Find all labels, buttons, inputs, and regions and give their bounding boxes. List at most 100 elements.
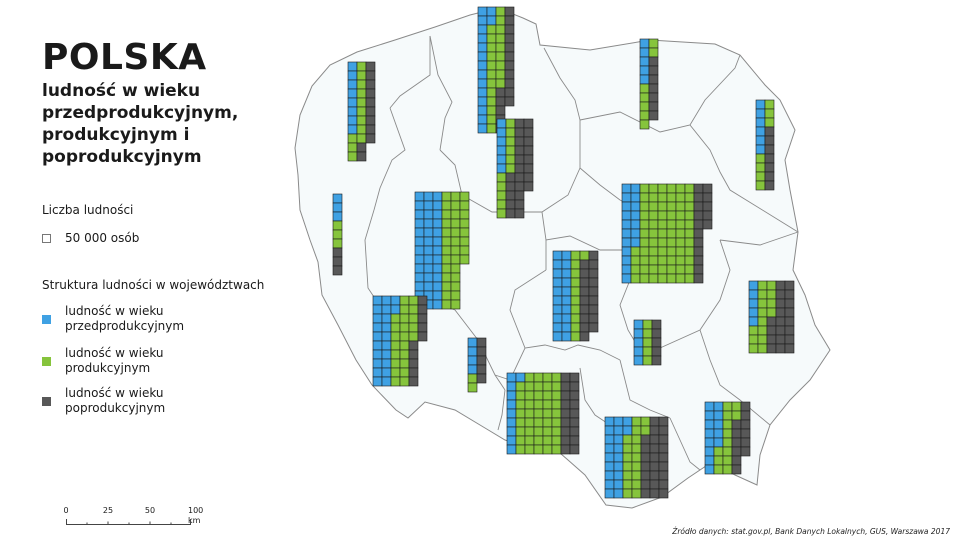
waffle-cell-prod [631,443,642,454]
waffle-cell-prod [657,264,668,275]
legend-label-post: ludność w wieku poprodukcyjnym [65,386,166,415]
waffle-cell-post [693,237,704,248]
waffle-cell-post [764,144,775,155]
waffle-cell-post [766,343,777,354]
waffle-cell-post [504,33,515,44]
waffle-cell-pre [381,304,392,315]
waffle-cell-pre [477,60,488,71]
waffle-cell-prod [639,273,650,284]
waffle-cell-pre [496,145,507,156]
waffle-cell-post [775,289,786,300]
waffle-cell-pre [414,281,425,292]
waffle-cell-post [514,136,525,147]
waffle-cell-pre [704,419,715,430]
waffle-cell-post [417,313,428,324]
waffle-cell-prod [713,455,724,466]
waffle-cell-prod [757,280,768,291]
waffle-cell-prod [657,273,668,284]
waffle-cell-pre [552,268,563,279]
waffle-cell-pre [477,96,488,107]
waffle-cell-prod [390,313,401,324]
waffle-cell-pre [506,444,517,455]
waffle-cell-pre [622,416,633,427]
waffle-cell-pre [372,376,383,387]
waffle-cell-prod [570,250,581,261]
waffle-cell-pre [467,346,478,357]
waffle-cell-pre [347,97,358,108]
waffle-cell-pre [372,322,383,333]
waffle-cell-pre [506,399,517,410]
waffle-cell-pre [372,358,383,369]
waffle-cell-post [560,390,571,401]
waffle-cell-post [504,51,515,62]
waffle-cell-post [658,470,669,481]
waffle-cell-prod [713,464,724,475]
waffle-cell-prod [648,38,659,49]
waffle-cell-pre [621,237,632,248]
waffle-cell-pre [621,201,632,212]
waffle-cell-pre [639,56,650,67]
waffle-cell-post [569,435,580,446]
waffle-cell-pre [347,70,358,81]
waffle-cell-prod [515,435,526,446]
waffle-cell-prod [731,401,742,412]
waffle-cell-pre [613,488,624,499]
waffle-cell-prod [496,199,507,210]
waffle-cell-pre [630,228,641,239]
waffle-łódzkie [552,250,599,342]
waffle-cell-post [504,15,515,26]
waffle-cell-post [784,343,795,354]
waffle-cell-prod [622,488,633,499]
waffle-cell-prod [441,227,452,238]
waffle-cell-prod [515,426,526,437]
source-note: Źródło danych: stat.gov.pl, Bank Danych … [672,527,950,536]
waffle-cell-post [588,286,599,297]
waffle-cell-prod [450,209,461,220]
waffle-cell-post [476,337,487,348]
waffle-cell-prod [722,428,733,439]
waffle-cell-post [514,199,525,210]
waffle-cell-post [569,444,580,455]
waffle-cell-post [693,219,704,230]
waffle-cell-prod [533,417,544,428]
waffle-cell-pre [639,38,650,49]
waffle-cell-post [693,273,704,284]
waffle-cell-post [408,376,419,387]
scale-tick-label: 100 km [188,506,204,525]
waffle-cell-prod [441,191,452,202]
waffle-cell-prod [640,416,651,427]
waffle-cell-post [648,92,659,103]
waffle-cell-prod [622,479,633,490]
waffle-cell-post [775,280,786,291]
waffle-cell-post [764,162,775,173]
waffle-cell-pre [432,263,443,274]
waffle-cell-pre [613,452,624,463]
waffle-cell-post [740,419,751,430]
waffle-cell-post [332,256,343,267]
waffle-cell-prod [399,367,410,378]
waffle-cell-post [560,399,571,410]
waffle-cell-prod [441,209,452,220]
waffle-cell-post [476,355,487,366]
waffle-cell-pre [755,117,766,128]
waffle-cell-pre [704,410,715,421]
waffle-cell-prod [467,373,478,384]
waffle-cell-prod [486,96,497,107]
legend-swatch-prod [42,356,51,366]
waffle-cell-post [640,452,651,463]
waffle-cell-pre [414,200,425,211]
waffle-cell-prod [722,401,733,412]
waffle-cell-post [649,443,660,454]
waffle-cell-prod [356,88,367,99]
waffle-cell-post [560,426,571,437]
waffle-małopolskie [604,416,669,499]
waffle-cell-prod [666,183,677,194]
waffle-cell-pre [621,219,632,230]
waffle-cell-pre [613,461,624,472]
waffle-cell-pre [347,106,358,117]
waffle-cell-pre [347,115,358,126]
waffle-cell-post [365,79,376,90]
waffle-cell-prod [459,200,470,211]
waffle-cell-pre [713,410,724,421]
waffle-cell-post [648,83,659,94]
